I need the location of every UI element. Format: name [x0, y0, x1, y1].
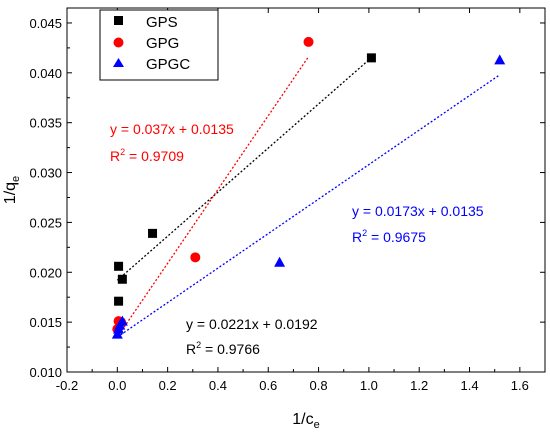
data-point-gpg: [303, 36, 314, 47]
x-tick-label: 0.0: [108, 378, 126, 393]
y-axis-title: 1/qe: [2, 176, 22, 204]
data-point-gps: [114, 296, 124, 306]
fit-line-gpg: [116, 56, 310, 338]
gps-r2-label: R2 = 0.9766: [186, 340, 260, 357]
x-tick-label: 0.4: [209, 378, 227, 393]
data-point-gps: [366, 53, 376, 63]
gpgc-equation-label: y = 0.0173x + 0.0135: [352, 203, 484, 219]
fit-line-gpgc: [116, 74, 501, 338]
y-tick-label: 0.020: [29, 265, 62, 280]
data-point-gps: [114, 261, 124, 271]
gpg-equation-label: y = 0.037x + 0.0135: [110, 121, 234, 137]
y-tick-label: 0.045: [29, 16, 62, 31]
y-tick-label: 0.035: [29, 116, 62, 131]
x-tick-label: 0.6: [259, 378, 277, 393]
gpg-r2-label: R2 = 0.9709: [110, 147, 184, 164]
x-tick-label: 1.0: [360, 378, 378, 393]
x-tick-label: 0.8: [310, 378, 328, 393]
legend-marker-gpg: [113, 37, 124, 48]
x-tick-label: 1.6: [511, 378, 529, 393]
x-tick-label: 0.2: [159, 378, 177, 393]
y-tick-label: 0.030: [29, 166, 62, 181]
fit-line-gps: [116, 57, 372, 281]
legend-label-gps: GPS: [146, 14, 178, 31]
y-axis-ticks: 0.010 0.015 0.020 0.025 0.030 0.035 0.040 0.045: [29, 16, 545, 380]
x-axis-title: 1/ce: [292, 411, 319, 431]
legend-label-gpgc: GPGC: [146, 56, 190, 73]
legend-marker-gpgc: [113, 58, 124, 67]
data-point-gps: [148, 228, 158, 238]
data-markers: [111, 36, 506, 339]
data-point-gpgc: [116, 315, 128, 326]
y-tick-label: 0.010: [29, 365, 62, 380]
fit-lines: [116, 56, 501, 338]
x-tick-label: 1.2: [410, 378, 428, 393]
gpgc-r2-label: R2 = 0.9675: [352, 228, 426, 245]
data-point-gpg: [190, 252, 201, 263]
data-point-gpgc: [274, 256, 286, 267]
y-tick-label: 0.040: [29, 66, 62, 81]
y-tick-label: 0.015: [29, 315, 62, 330]
legend-marker-gps: [114, 16, 123, 25]
gps-equation-label: y = 0.0221x + 0.0192: [186, 316, 318, 332]
x-axis-ticks: -0.2 0.0 0.2 0.4 0.6 0.8 1.0 1.2 1.4 1.6: [56, 8, 529, 393]
data-point-gpgc: [494, 54, 506, 65]
x-tick-label: -0.2: [56, 378, 78, 393]
y-tick-label: 0.025: [29, 215, 62, 230]
data-point-gps: [117, 274, 127, 284]
legend-label-gpg: GPG: [146, 35, 179, 52]
legend: GPS GPG GPGC: [99, 9, 219, 81]
x-tick-label: 1.4: [460, 378, 478, 393]
